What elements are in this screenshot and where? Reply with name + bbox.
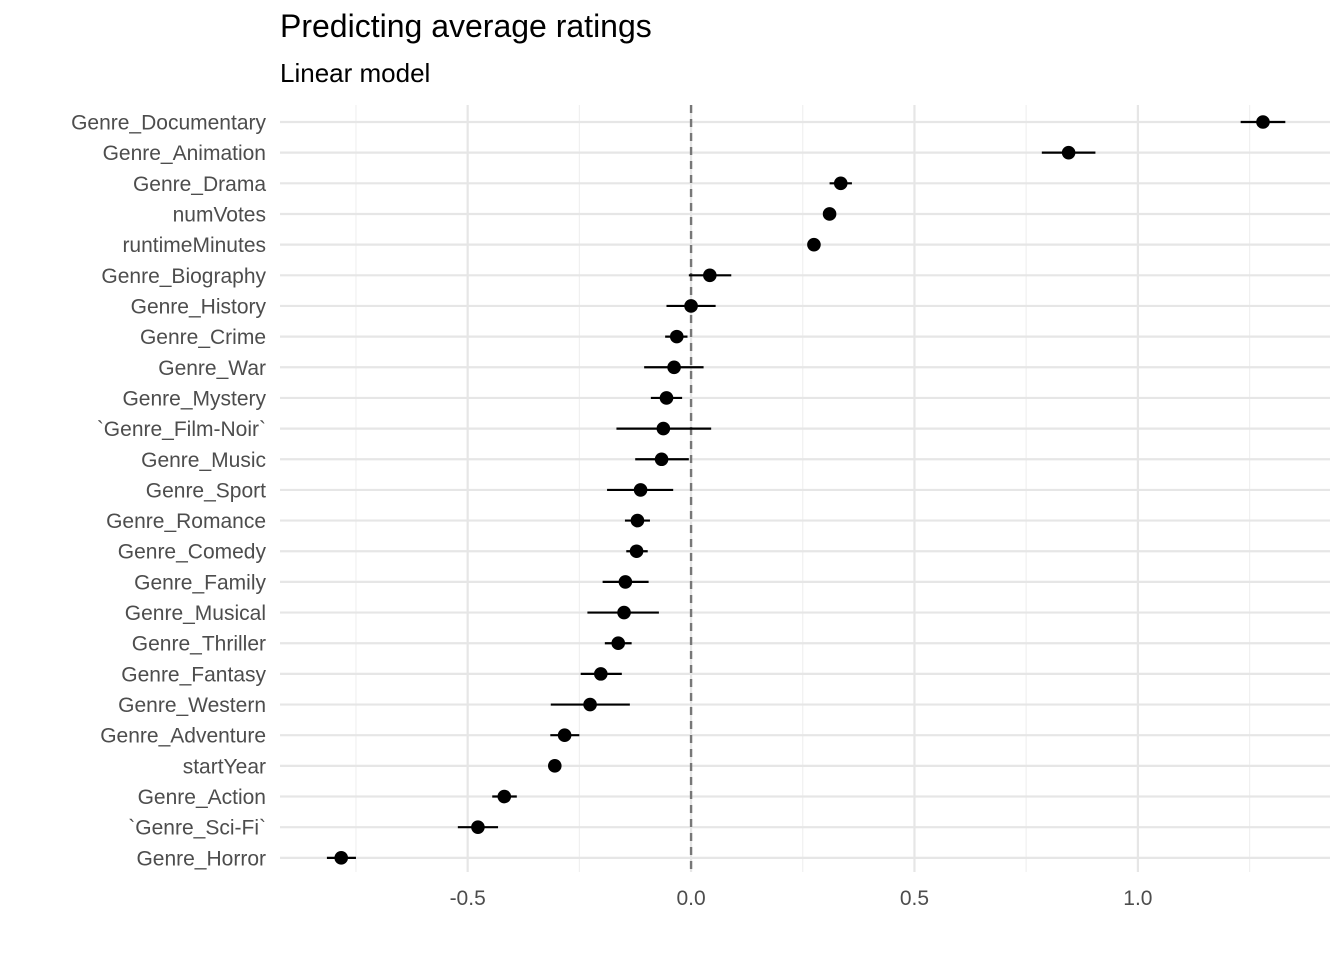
coefficient-point xyxy=(822,207,837,221)
y-tick-label: Genre_Music xyxy=(141,449,266,472)
y-tick-label: Genre_Crime xyxy=(140,326,266,349)
coefficient-point xyxy=(659,391,674,405)
y-tick-label: Genre_History xyxy=(131,295,267,318)
y-tick-label: Genre_Horror xyxy=(136,847,266,870)
y-tick-label: Genre_Family xyxy=(134,571,266,594)
coefficient-point xyxy=(667,360,681,375)
coefficient-point xyxy=(669,329,684,344)
y-tick-label: Genre_Action xyxy=(138,786,266,809)
coefficient-point xyxy=(471,820,485,834)
x-tick-label: 0.0 xyxy=(676,887,705,910)
coefficient-point xyxy=(807,237,821,252)
coefficient-point xyxy=(633,483,648,497)
y-tick-label: `Genre_Film-Noir` xyxy=(97,418,266,441)
y-tick-label: Genre_Comedy xyxy=(118,541,267,564)
coefficient-point xyxy=(594,667,608,681)
y-tick-label: Genre_Drama xyxy=(133,173,266,196)
y-tick-label: numVotes xyxy=(173,203,266,226)
y-tick-label: Genre_Animation xyxy=(103,142,266,165)
coefficient-point xyxy=(684,299,698,313)
y-tick-label: Genre_Documentary xyxy=(71,112,266,135)
y-tick-label: Genre_Musical xyxy=(125,602,266,625)
coefficient-point xyxy=(654,452,669,467)
x-tick-label-layer: -0.5 0.0 0.5 1.0 xyxy=(450,887,1153,910)
coefficient-point xyxy=(703,268,717,283)
coefficient-point xyxy=(611,636,626,651)
y-tick-label: Genre_Mystery xyxy=(122,387,266,410)
coefficient-point xyxy=(833,176,848,191)
coefficient-point xyxy=(547,759,562,773)
x-tick-label: 1.0 xyxy=(1123,887,1152,910)
coefficient-point xyxy=(557,728,572,742)
y-tick-label: Genre_Thriller xyxy=(132,633,266,656)
coefficient-point xyxy=(629,544,644,559)
y-tick-label: Genre_Western xyxy=(118,694,266,717)
y-tick-label: Genre_War xyxy=(158,357,266,380)
y-tick-label: runtimeMinutes xyxy=(122,234,266,257)
coefficient-point xyxy=(618,575,633,589)
coefficient-point xyxy=(656,421,671,436)
coefficient-point xyxy=(583,697,597,712)
y-tick-label: Genre_Biography xyxy=(101,265,266,288)
y-tick-label: Genre_Romance xyxy=(106,510,266,533)
coefficient-point xyxy=(334,851,349,865)
y-tick-label: startYear xyxy=(183,755,266,778)
grid-layer xyxy=(280,105,1330,872)
coefficient-point xyxy=(1061,145,1076,160)
coefficient-point xyxy=(497,789,512,804)
chart-subtitle: Linear model xyxy=(280,58,431,88)
x-tick-label: 0.5 xyxy=(900,887,929,910)
y-tick-label: Genre_Sport xyxy=(146,479,266,502)
y-tick-label-layer: Genre_Documentary Genre_Animation Genre_Dr… xyxy=(71,112,266,871)
x-tick-label: -0.5 xyxy=(450,887,486,910)
coefficient-point xyxy=(617,605,631,620)
coefficient-point xyxy=(630,513,645,528)
y-tick-label: `Genre_Sci-Fi` xyxy=(128,817,266,840)
point-layer xyxy=(334,115,1270,865)
coefficient-point xyxy=(1256,115,1270,129)
chart-title: Predicting average ratings xyxy=(280,8,652,44)
y-tick-label: Genre_Fantasy xyxy=(121,663,266,686)
y-tick-label: Genre_Adventure xyxy=(100,725,266,748)
